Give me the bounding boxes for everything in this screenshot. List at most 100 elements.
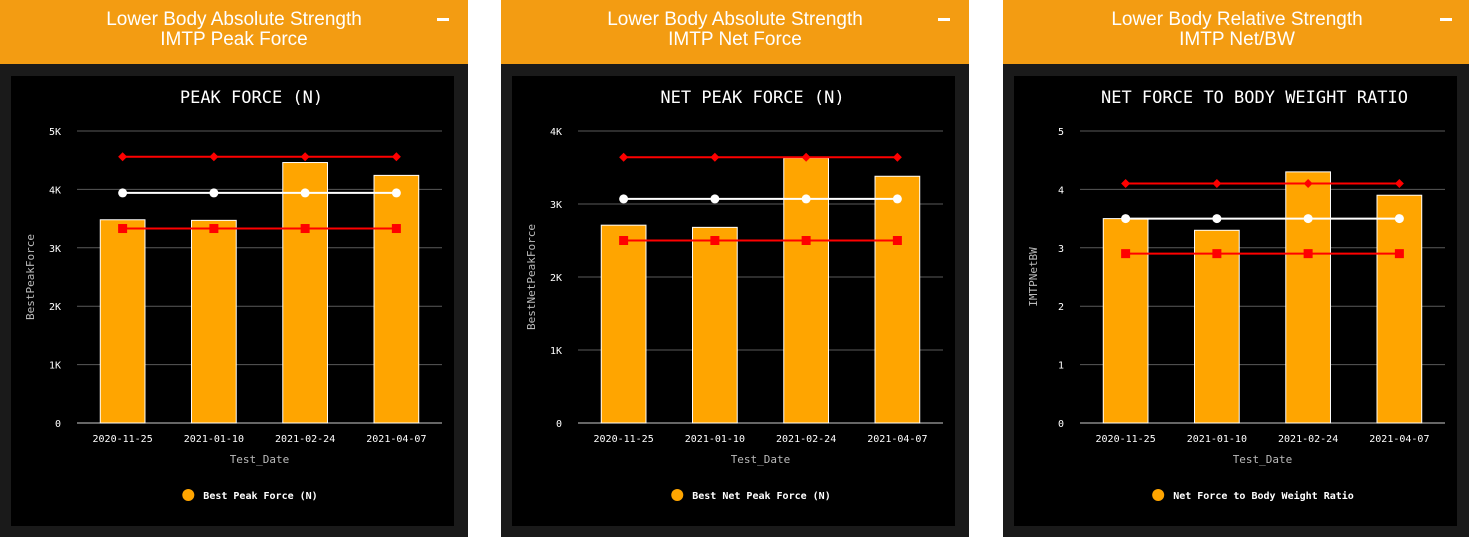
square-marker xyxy=(209,224,219,234)
x-tick-label: 2020-11-25 xyxy=(93,434,153,445)
circle-marker xyxy=(300,188,310,198)
y-axis-label: IMTPNetBW xyxy=(1027,247,1040,307)
diamond-marker xyxy=(892,152,902,162)
x-tick-label: 2021-02-24 xyxy=(275,434,335,445)
circle-marker xyxy=(1212,214,1222,224)
legend-label: Best Peak Force (N) xyxy=(203,491,317,502)
diamond-marker xyxy=(1394,179,1404,189)
minus-icon xyxy=(938,18,950,21)
y-tick-label: 5 xyxy=(1058,127,1064,138)
diamond-marker xyxy=(118,152,128,162)
x-tick-label: 2021-04-07 xyxy=(867,434,927,445)
x-tick-label: 2020-11-25 xyxy=(594,434,654,445)
legend-label: Net Force to Body Weight Ratio xyxy=(1173,490,1354,502)
chart-container: NET PEAK FORCE (N) 0 1K 2K 3K 4K BestNetPeakFo… xyxy=(512,76,955,526)
y-axis-label: BestNetPeakForce xyxy=(525,224,538,330)
panel-header: Lower Body Absolute Strength IMTP Peak F… xyxy=(0,0,468,64)
bar xyxy=(191,219,237,424)
legend-swatch xyxy=(671,489,684,501)
square-marker xyxy=(1394,249,1404,259)
minus-icon xyxy=(1440,18,1452,21)
y-tick-label: 0 xyxy=(55,419,61,430)
legend: Best Peak Force (N) xyxy=(182,489,318,502)
net-peak-force-chart: NET PEAK FORCE (N) 0 1K 2K 3K 4K BestNetPeakFo… xyxy=(525,88,943,502)
legend-label: Best Net Peak Force (N) xyxy=(692,491,830,502)
diamond-marker xyxy=(391,152,401,162)
circle-marker xyxy=(710,194,720,204)
legend-swatch xyxy=(1152,489,1165,501)
y-tick-label: 5K xyxy=(49,127,61,138)
circle-marker xyxy=(118,188,128,198)
square-marker xyxy=(118,224,128,234)
panel-header: Lower Body Absolute Strength IMTP Net Fo… xyxy=(501,0,969,64)
panel-title: Lower Body Absolute Strength IMTP Net Fo… xyxy=(501,10,969,50)
panel-title: Lower Body Absolute Strength IMTP Peak F… xyxy=(0,10,468,50)
y-tick-label: 1 xyxy=(1058,361,1064,372)
x-tick-label: 2020-11-25 xyxy=(1096,434,1156,445)
square-marker xyxy=(1121,249,1131,259)
bar xyxy=(1194,229,1240,424)
panel-title-line2: IMTP Peak Force xyxy=(160,29,308,50)
collapse-button[interactable] xyxy=(436,9,450,29)
x-axis-label: Test_Date xyxy=(1233,453,1293,466)
y-tick-label: 4 xyxy=(1058,185,1064,196)
y-tick-label: 1K xyxy=(550,346,562,357)
y-tick-label: 0 xyxy=(1058,419,1064,430)
diamond-marker xyxy=(300,152,310,162)
bar xyxy=(373,174,420,424)
panel-body: NET FORCE TO BODY WEIGHT RATIO 0 1 2 3 4 5 IMTP… xyxy=(1003,64,1469,537)
minus-icon xyxy=(437,18,449,21)
diamond-marker xyxy=(619,152,629,162)
circle-marker xyxy=(1303,214,1313,224)
x-tick-label: 2021-02-24 xyxy=(1278,434,1338,445)
chart-container: PEAK FORCE (N) 0 1K 2K 3K 4K 5K BestPeakForce 20… xyxy=(11,76,454,526)
square-marker xyxy=(1212,249,1222,259)
collapse-button[interactable] xyxy=(937,9,951,29)
panel-net-force: Lower Body Absolute Strength IMTP Net Fo… xyxy=(501,0,969,537)
diamond-marker xyxy=(1121,179,1131,189)
y-tick-label: 3K xyxy=(49,244,61,255)
panel-body: NET PEAK FORCE (N) 0 1K 2K 3K 4K BestNetPeakFo… xyxy=(501,64,969,537)
x-axis-label: Test_Date xyxy=(230,453,290,466)
diamond-marker xyxy=(1212,179,1222,189)
square-marker xyxy=(619,236,629,245)
bar xyxy=(600,224,647,424)
panel-peak-force: Lower Body Absolute Strength IMTP Peak F… xyxy=(0,0,468,537)
x-tick-label: 2021-01-10 xyxy=(1187,434,1247,445)
panel-title-line1: Lower Body Absolute Strength xyxy=(106,9,362,30)
panel-header: Lower Body Relative Strength IMTP Net/BW xyxy=(1003,0,1469,64)
panel-title: Lower Body Relative Strength IMTP Net/BW xyxy=(1003,10,1469,50)
diamond-marker xyxy=(209,152,219,162)
chart-container: NET FORCE TO BODY WEIGHT RATIO 0 1 2 3 4 5 IMTP… xyxy=(1014,76,1457,526)
legend-swatch xyxy=(182,489,195,501)
circle-marker xyxy=(801,194,811,204)
square-marker xyxy=(1303,249,1313,259)
circle-marker xyxy=(1394,214,1404,224)
legend: Net Force to Body Weight Ratio xyxy=(1152,489,1354,502)
panel-title-line1: Lower Body Relative Strength xyxy=(1111,9,1363,30)
diamond-marker xyxy=(1303,179,1313,189)
y-tick-label: 0 xyxy=(556,419,562,430)
bar xyxy=(282,162,328,424)
circle-marker xyxy=(619,194,629,204)
bar xyxy=(1376,194,1423,424)
chart-title: NET FORCE TO BODY WEIGHT RATIO xyxy=(1101,88,1408,108)
bar xyxy=(99,219,146,424)
panel-net-bw: Lower Body Relative Strength IMTP Net/BW… xyxy=(1003,0,1469,537)
y-tick-label: 3 xyxy=(1058,244,1064,255)
diamond-marker xyxy=(710,152,720,162)
legend: Best Net Peak Force (N) xyxy=(671,489,831,502)
y-tick-label: 2K xyxy=(49,302,61,313)
y-axis-label: BestPeakForce xyxy=(24,234,37,320)
y-tick-label: 2 xyxy=(1058,302,1064,313)
collapse-button[interactable] xyxy=(1439,9,1453,29)
square-marker xyxy=(710,236,720,245)
y-tick-label: 4K xyxy=(49,185,61,196)
square-marker xyxy=(801,236,811,245)
y-tick-label: 3K xyxy=(550,200,562,211)
circle-marker xyxy=(892,194,902,204)
bar xyxy=(1285,171,1331,424)
y-tick-label: 2K xyxy=(550,273,562,284)
circle-marker xyxy=(209,188,219,198)
circle-marker xyxy=(1121,214,1131,224)
